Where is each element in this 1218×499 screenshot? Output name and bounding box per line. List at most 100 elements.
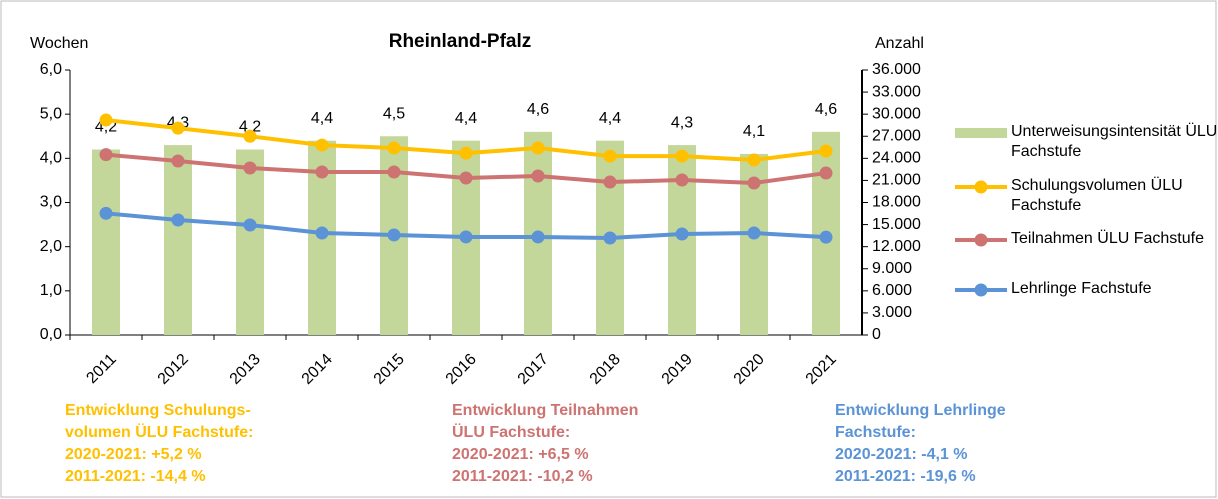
annotation: 2011-2021: -19,6 %	[835, 468, 976, 485]
marker	[675, 173, 689, 187]
marker	[99, 148, 113, 162]
legend-marker	[974, 180, 988, 194]
y2-tick-label: 33.000	[872, 83, 921, 100]
marker	[387, 141, 401, 155]
bar-value-label: 4,2	[239, 119, 261, 136]
y2-tick-label: 6.000	[872, 282, 912, 299]
marker	[459, 230, 473, 244]
y-tick-label: 1,0	[40, 282, 62, 299]
marker	[675, 227, 689, 241]
marker	[531, 141, 545, 155]
x-tick-label: 2017	[515, 351, 552, 388]
marker	[387, 165, 401, 179]
legend-label: Unterweisungsintensität ÜLU Fachstufe	[1011, 123, 1218, 160]
annotation: 2020-2021: +6,5 %	[452, 446, 589, 463]
marker	[171, 121, 185, 135]
y-tick-label: 4,0	[40, 150, 62, 167]
marker	[315, 226, 329, 240]
bar-value-label: 4,6	[815, 101, 837, 118]
marker	[171, 213, 185, 227]
x-tick-label: 2012	[155, 351, 192, 388]
bar	[92, 149, 120, 335]
annotation: 2020-2021: -4,1 %	[835, 446, 968, 463]
y2-tick-label: 15.000	[872, 216, 921, 233]
x-tick-label: 2016	[443, 351, 480, 388]
marker	[603, 175, 617, 189]
marker	[315, 165, 329, 179]
marker	[747, 153, 761, 167]
bar-value-label: 4,1	[743, 123, 765, 140]
bar-value-label: 4,6	[527, 101, 549, 118]
marker	[603, 231, 617, 245]
y2-tick-label: 0	[872, 326, 881, 343]
x-tick-label: 2018	[587, 351, 624, 388]
y-tick-label: 3,0	[40, 194, 62, 211]
annotation: Entwicklung Teilnahmen	[452, 402, 639, 419]
marker	[99, 113, 113, 127]
x-tick-label: 2021	[803, 351, 840, 388]
y2-tick-label: 9.000	[872, 260, 912, 277]
x-tick-label: 2011	[83, 351, 119, 387]
y-tick-label: 2,0	[40, 238, 62, 255]
marker	[819, 230, 833, 244]
bar	[164, 145, 192, 335]
bar-value-label: 4,4	[599, 110, 621, 127]
bar	[236, 149, 264, 335]
annotation: 2020-2021: +5,2 %	[65, 446, 202, 463]
legend-marker	[974, 233, 988, 247]
marker	[459, 146, 473, 160]
y-tick-label: 5,0	[40, 105, 62, 122]
bar-value-label: 4,5	[383, 105, 405, 122]
bar-value-label: 4,4	[455, 110, 477, 127]
annotation: 2011-2021: -14,4 %	[65, 468, 206, 485]
y2-tick-label: 36.000	[872, 61, 921, 78]
bar-value-label: 4,3	[671, 114, 693, 131]
y2-tick-label: 12.000	[872, 238, 921, 255]
marker	[675, 149, 689, 163]
legend-label: Lehrlinge Fachstufe	[1011, 280, 1152, 297]
marker	[531, 169, 545, 183]
legend-swatch	[955, 128, 1007, 138]
annotation: 2011-2021: -10,2 %	[452, 468, 593, 485]
annotation: Entwicklung Schulungs-	[65, 402, 251, 419]
y2-tick-label: 30.000	[872, 105, 921, 122]
y-tick-label: 6,0	[40, 61, 62, 78]
marker	[315, 138, 329, 152]
y2-tick-label: 21.000	[872, 172, 921, 189]
annotation: Entwicklung Lehrlinge	[835, 402, 1006, 419]
legend-label: Schulungsvolumen ÜLU Fachstufe	[1011, 177, 1183, 214]
marker	[747, 176, 761, 190]
marker	[243, 218, 257, 232]
x-tick-label: 2020	[731, 351, 768, 388]
y2-tick-label: 3.000	[872, 304, 912, 321]
chart-title: Rheinland-Pfalz	[389, 31, 532, 52]
marker	[459, 171, 473, 185]
y-axis-label: Wochen	[30, 35, 88, 52]
annotation: ÜLU Fachstufe:	[452, 424, 571, 441]
marker	[99, 206, 113, 220]
marker	[819, 166, 833, 180]
y2-tick-label: 18.000	[872, 194, 921, 211]
x-tick-label: 2015	[371, 351, 408, 388]
marker	[243, 129, 257, 143]
y2-tick-label: 27.000	[872, 127, 921, 144]
marker	[531, 230, 545, 244]
annotation: volumen ÜLU Fachstufe:	[65, 424, 254, 441]
legend-label: Teilnahmen ÜLU Fachstufe	[1011, 230, 1204, 247]
marker	[603, 149, 617, 163]
x-tick-label: 2019	[659, 351, 696, 388]
marker	[747, 226, 761, 240]
marker	[243, 161, 257, 175]
marker	[819, 144, 833, 158]
annotation: Fachstufe:	[835, 424, 916, 441]
legend-marker	[974, 283, 988, 297]
x-tick-label: 2013	[227, 351, 264, 388]
x-tick-label: 2014	[299, 351, 336, 388]
y2-axis-label: Anzahl	[875, 35, 924, 52]
y-tick-label: 0,0	[40, 326, 62, 343]
marker	[171, 154, 185, 168]
bar-value-label: 4,4	[311, 110, 333, 127]
